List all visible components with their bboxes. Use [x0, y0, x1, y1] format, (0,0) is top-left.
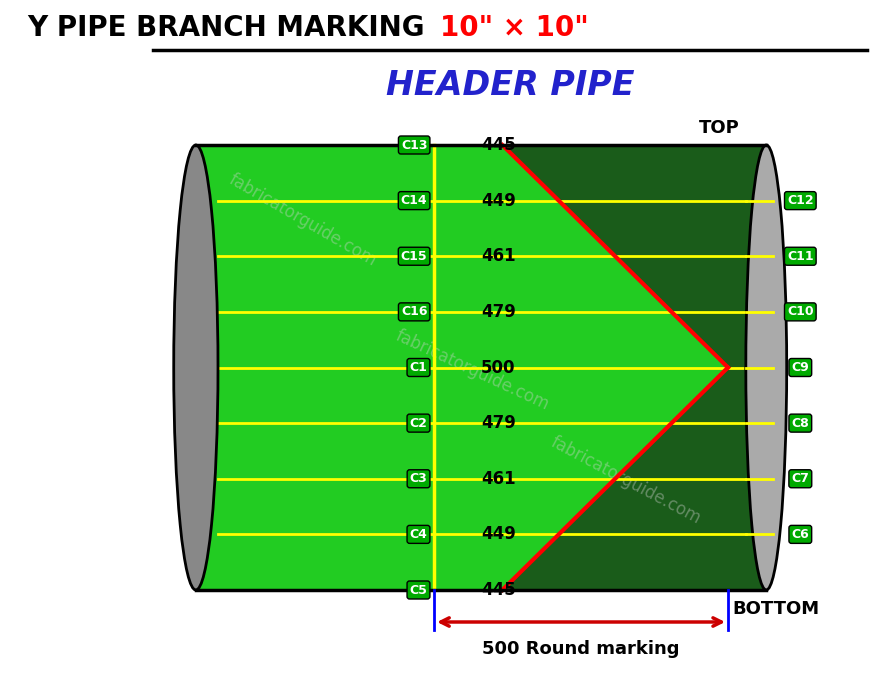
Text: 449: 449: [481, 192, 516, 210]
Text: C16: C16: [400, 306, 427, 319]
Text: C10: C10: [787, 306, 813, 319]
Text: fabricatorguide.com: fabricatorguide.com: [548, 433, 704, 527]
Ellipse shape: [746, 145, 787, 590]
Text: C2: C2: [409, 416, 427, 429]
Polygon shape: [503, 145, 766, 590]
Text: C12: C12: [787, 194, 813, 207]
Text: 445: 445: [481, 581, 516, 599]
Text: C15: C15: [400, 250, 427, 263]
Text: fabricatorguide.com: fabricatorguide.com: [392, 327, 552, 414]
Text: 449: 449: [481, 525, 516, 543]
Text: C4: C4: [409, 528, 427, 541]
Text: 461: 461: [481, 247, 516, 265]
Text: C11: C11: [787, 250, 813, 263]
Text: C7: C7: [791, 472, 809, 485]
Text: 445: 445: [481, 136, 516, 154]
Polygon shape: [196, 145, 766, 590]
Text: TOP: TOP: [699, 119, 740, 137]
Text: C3: C3: [409, 472, 427, 485]
Text: 500 Round marking: 500 Round marking: [482, 640, 680, 658]
Text: C6: C6: [791, 528, 809, 541]
Text: C9: C9: [791, 361, 809, 374]
Text: C5: C5: [409, 584, 427, 597]
Text: BOTTOM: BOTTOM: [733, 600, 820, 618]
Text: 461: 461: [481, 470, 516, 488]
Text: C8: C8: [791, 416, 809, 429]
Text: C13: C13: [400, 138, 427, 151]
Text: Y PIPE BRANCH MARKING: Y PIPE BRANCH MARKING: [28, 14, 434, 42]
Text: 479: 479: [481, 414, 516, 432]
Text: C1: C1: [409, 361, 427, 374]
Text: C14: C14: [400, 194, 427, 207]
Ellipse shape: [174, 145, 218, 590]
Text: fabricatorguide.com: fabricatorguide.com: [226, 171, 379, 270]
Text: HEADER PIPE: HEADER PIPE: [385, 68, 634, 101]
Text: 500: 500: [481, 358, 516, 377]
Text: 479: 479: [481, 303, 516, 321]
Text: 10" × 10": 10" × 10": [440, 14, 589, 42]
